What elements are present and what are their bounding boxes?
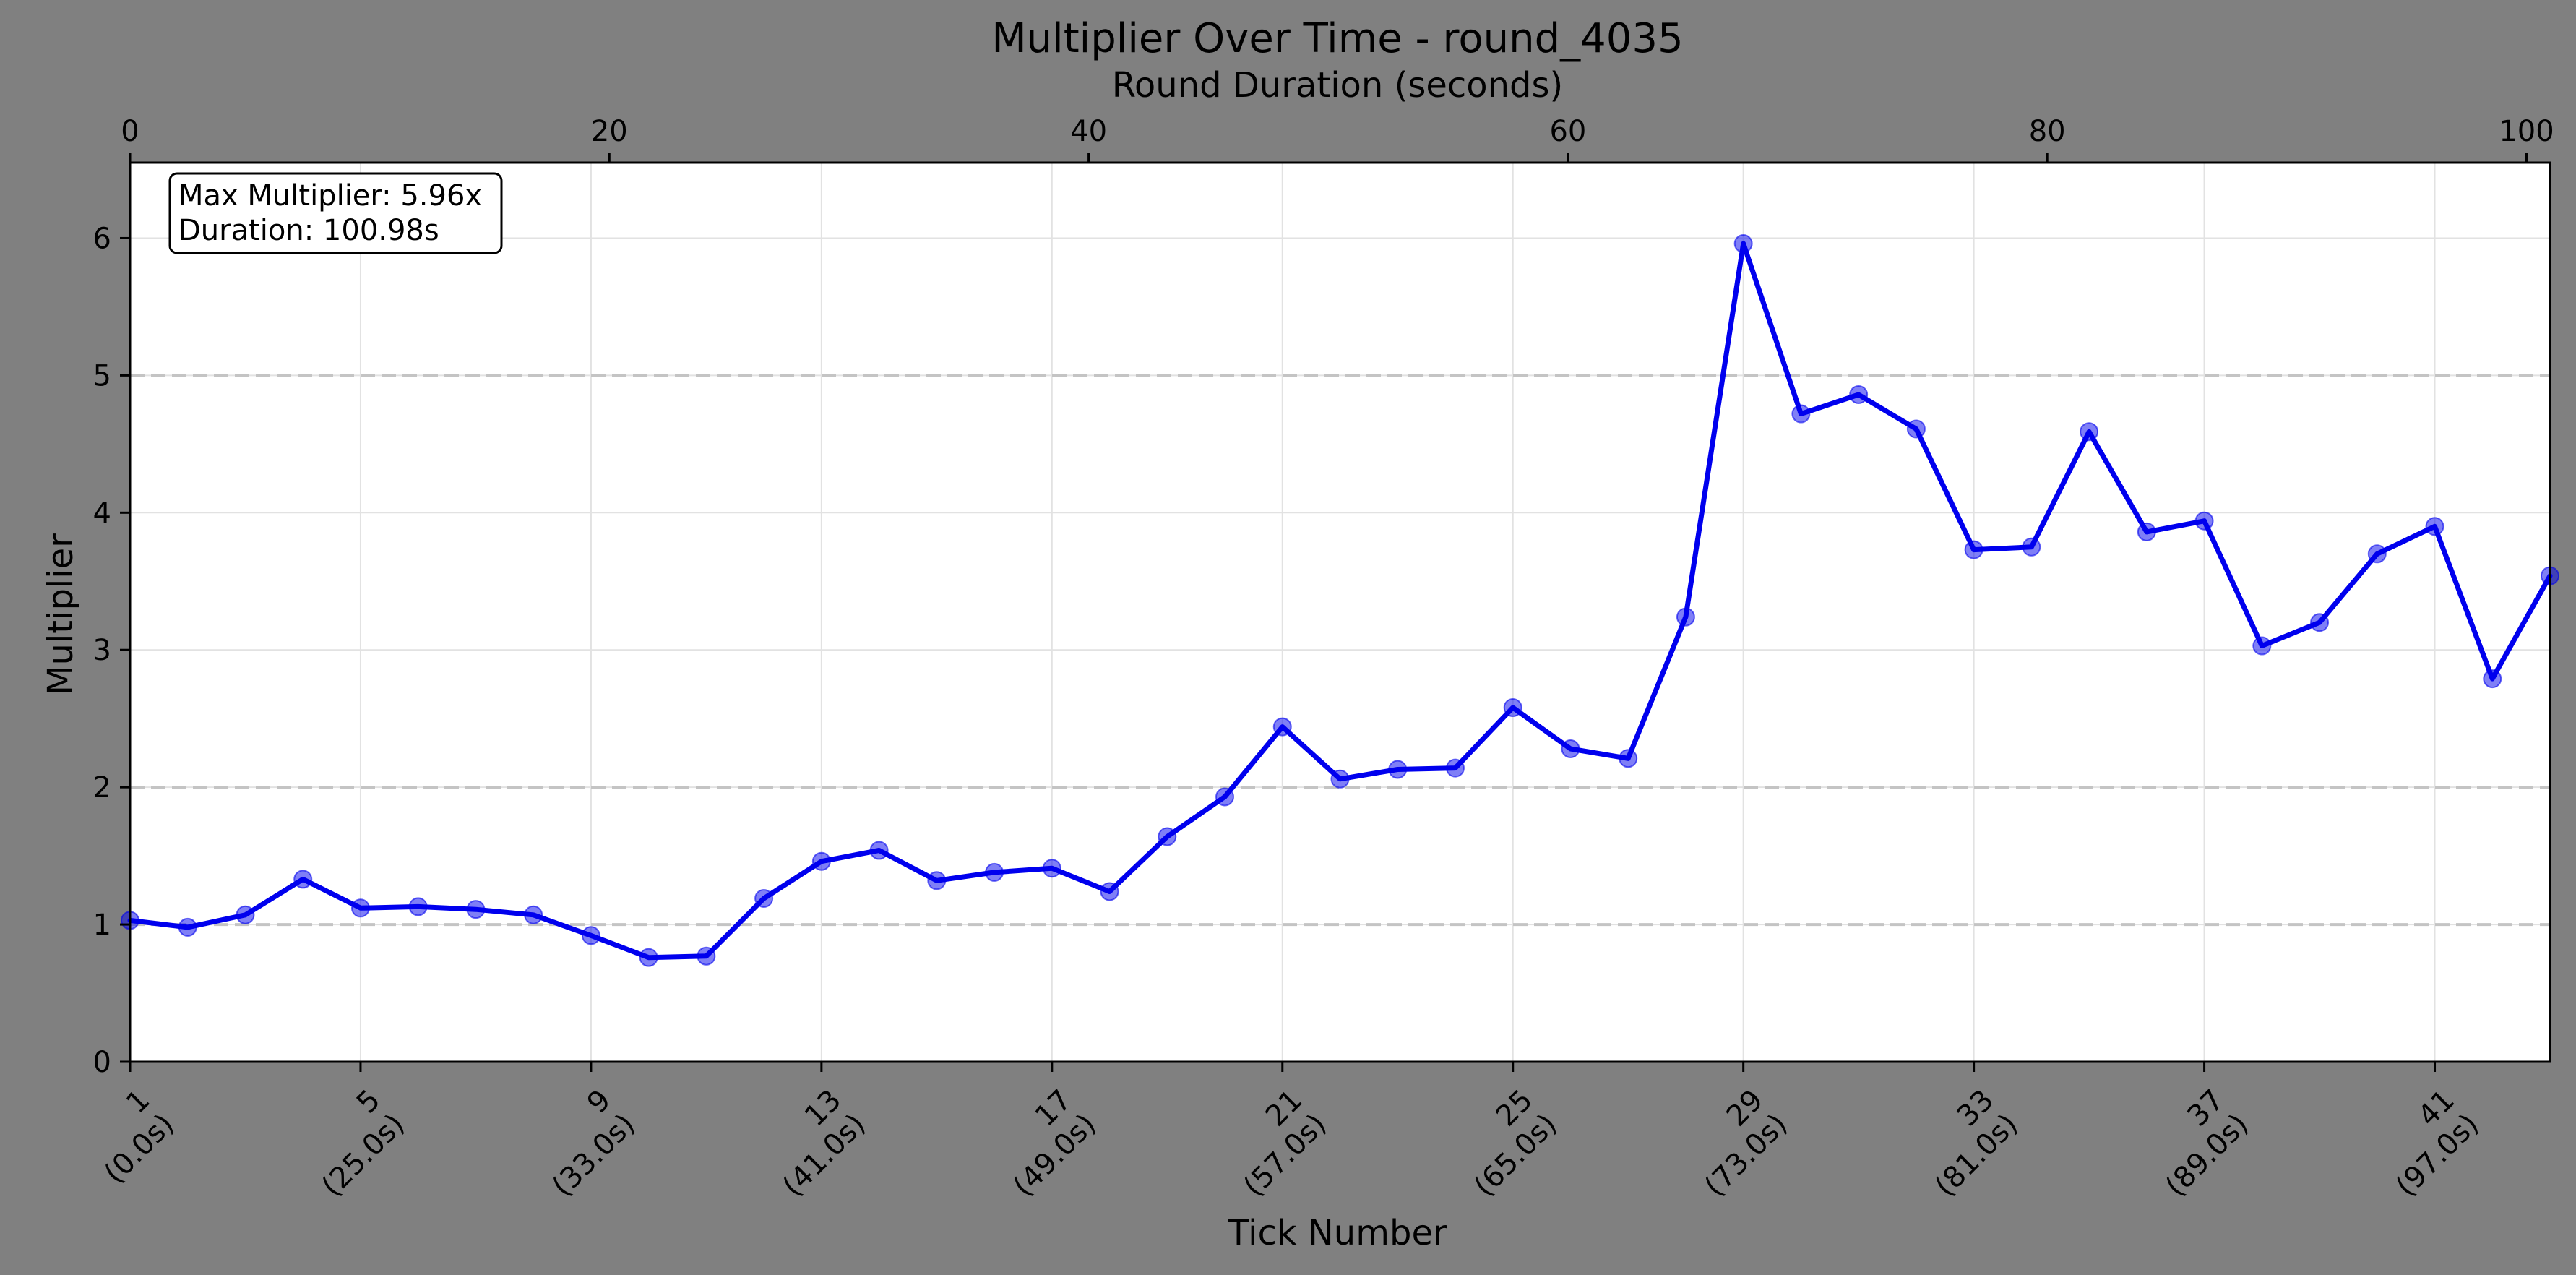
top-x-tick-label: 60	[1549, 115, 1586, 148]
plot-area	[130, 163, 2550, 1062]
data-point	[293, 870, 313, 889]
data-point	[581, 926, 600, 945]
plot-frame	[129, 161, 2551, 1063]
annotation-duration: Duration: 100.98s	[178, 214, 439, 247]
data-point	[1791, 404, 1811, 424]
data-point	[350, 898, 370, 918]
data-point	[2310, 613, 2330, 632]
data-point	[1733, 234, 1753, 254]
data-point	[1388, 760, 1408, 779]
data-point	[2252, 636, 2272, 656]
y-tick-label: 2	[93, 771, 111, 804]
data-point	[1619, 749, 1638, 768]
top-x-tick-label: 20	[591, 115, 628, 148]
data-point	[1676, 607, 1695, 627]
data-point	[2022, 537, 2041, 557]
grid-layer	[129, 163, 2550, 1062]
data-point	[1215, 787, 1235, 807]
data-point	[1849, 385, 1869, 404]
data-point	[1272, 717, 1292, 737]
data-point	[697, 946, 716, 966]
data-point	[178, 917, 197, 937]
data-point	[524, 905, 543, 924]
y-tick-label: 6	[93, 222, 111, 255]
data-point	[1042, 859, 1061, 878]
data-point	[754, 888, 774, 908]
annotation-box: Max Multiplier: 5.96x Duration: 100.98s	[168, 172, 503, 254]
data-point	[1445, 758, 1465, 778]
data-point	[2367, 544, 2387, 564]
top-x-axis-label: Round Duration (seconds)	[1112, 65, 1564, 106]
data-point	[2080, 422, 2099, 442]
data-point	[1158, 827, 1177, 846]
y-tick-label: 3	[93, 634, 111, 667]
data-point	[927, 871, 947, 890]
annotation-max-multiplier: Max Multiplier: 5.96x	[178, 179, 482, 212]
top-x-tick-label: 100	[2499, 115, 2554, 148]
y-tick-label: 0	[93, 1046, 111, 1079]
data-point	[869, 841, 889, 860]
data-point	[1503, 697, 1522, 717]
data-point	[1330, 769, 1350, 789]
chart-title: Multiplier Over Time - round_4035	[991, 15, 1683, 62]
y-tick-label: 5	[93, 359, 111, 392]
top-x-tick-label: 40	[1070, 115, 1107, 148]
top-x-tick-label: 0	[121, 115, 139, 148]
data-point	[1100, 882, 1119, 901]
data-point	[2137, 522, 2156, 541]
data-point	[985, 862, 1004, 882]
data-point	[408, 897, 428, 916]
data-point	[2425, 517, 2444, 536]
data-point	[1561, 739, 1580, 758]
y-axis-label: Multiplier	[40, 533, 81, 695]
data-point	[466, 900, 486, 919]
y-tick-label: 4	[93, 497, 111, 530]
data-point	[236, 905, 255, 924]
y-tick-label: 1	[93, 909, 111, 942]
data-point	[811, 851, 831, 871]
x-axis-label: Tick Number	[1227, 1213, 1447, 1253]
data-point	[2483, 669, 2502, 689]
data-point	[2194, 511, 2214, 531]
top-x-tick-label: 80	[2029, 115, 2066, 148]
data-point	[639, 948, 658, 967]
data-point	[1964, 540, 1983, 559]
data-point	[1906, 419, 1926, 439]
series-layer	[121, 234, 2559, 967]
